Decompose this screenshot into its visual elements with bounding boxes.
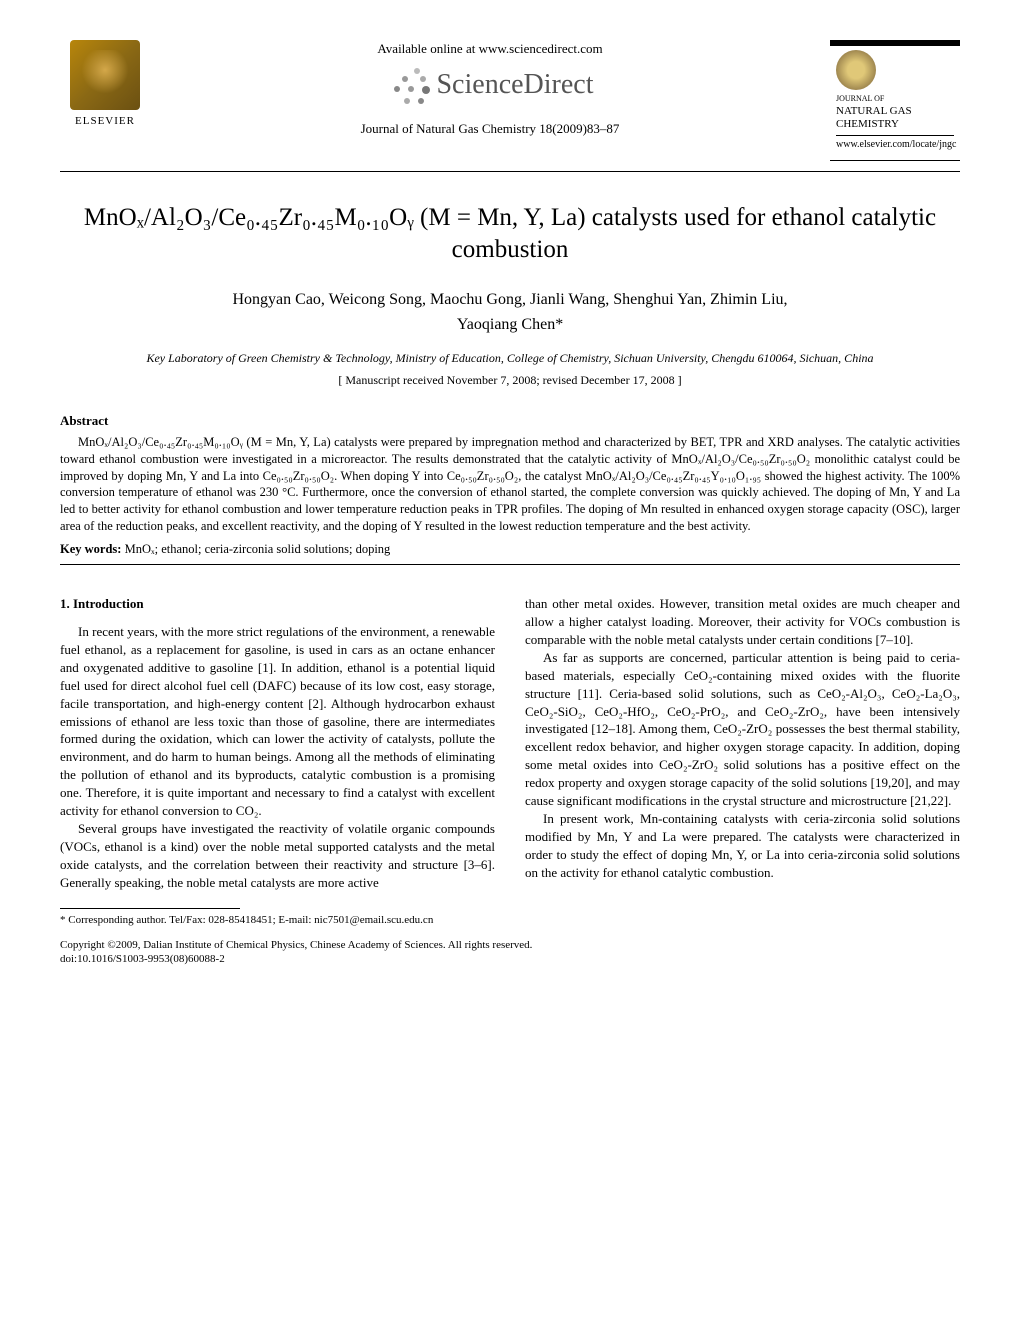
affiliation: Key Laboratory of Green Chemistry & Tech…	[60, 350, 960, 366]
authors-line2: Yaoqiang Chen*	[457, 316, 563, 333]
sciencedirect-name: ScienceDirect	[436, 66, 593, 104]
authors-line1: Hongyan Cao, Weicong Song, Maochu Gong, …	[232, 291, 787, 308]
abstract-rule	[60, 564, 960, 565]
column-left: 1. Introduction In recent years, with th…	[60, 595, 495, 892]
journal-citation: Journal of Natural Gas Chemistry 18(2009…	[170, 120, 810, 138]
page-header: ELSEVIER Available online at www.science…	[60, 40, 960, 161]
footnote-rule	[60, 908, 240, 909]
keywords-line: Key words: MnOₓ; ethanol; ceria-zirconia…	[60, 541, 960, 558]
section-1-heading: 1. Introduction	[60, 595, 495, 613]
journal-badge-url: www.elsevier.com/locate/jngc	[836, 135, 954, 152]
col2-para2: As far as supports are concerned, partic…	[525, 649, 960, 810]
col1-para2: Several groups have investigated the rea…	[60, 820, 495, 892]
author-list: Hongyan Cao, Weicong Song, Maochu Gong, …	[60, 287, 960, 338]
journal-badge-icon	[836, 50, 876, 90]
body-columns: 1. Introduction In recent years, with th…	[60, 595, 960, 892]
header-center: Available online at www.sciencedirect.co…	[150, 40, 830, 137]
copyright-doi: doi:10.1016/S1003-9953(08)60088-2	[60, 953, 225, 965]
copyright-line1: Copyright ©2009, Dalian Institute of Che…	[60, 939, 532, 951]
elsevier-logo: ELSEVIER	[60, 40, 150, 129]
corresponding-author-footnote: * Corresponding author. Tel/Fax: 028-854…	[60, 913, 960, 928]
column-right: than other metal oxides. However, transi…	[525, 595, 960, 892]
manuscript-dates: [ Manuscript received November 7, 2008; …	[60, 372, 960, 388]
copyright-block: Copyright ©2009, Dalian Institute of Che…	[60, 938, 960, 967]
abstract-heading: Abstract	[60, 412, 960, 430]
article-title: MnOₓ/Al₂O₃/Ce₀.₄₅Zr₀.₄₅M₀.₁₀Oᵧ (M = Mn, …	[60, 202, 960, 267]
sciencedirect-brand: ScienceDirect	[170, 64, 810, 106]
abstract-body: MnOₓ/Al₂O₃/Ce₀.₄₅Zr₀.₄₅M₀.₁₀Oᵧ (M = Mn, …	[60, 435, 960, 533]
journal-badge: JOURNAL OF NATURAL GAS CHEMISTRY www.els…	[830, 40, 960, 161]
col2-para1: than other metal oxides. However, transi…	[525, 595, 960, 649]
col1-para1: In recent years, with the more strict re…	[60, 623, 495, 820]
abstract-text: MnOₓ/Al₂O₃/Ce₀.₄₅Zr₀.₄₅M₀.₁₀Oᵧ (M = Mn, …	[60, 434, 960, 535]
keywords-label: Key words:	[60, 542, 121, 556]
keywords-text: MnOₓ; ethanol; ceria-zirconia solid solu…	[125, 542, 391, 556]
sciencedirect-dots-icon	[386, 64, 428, 106]
journal-badge-title: NATURAL GAS CHEMISTRY	[836, 105, 954, 131]
elsevier-label: ELSEVIER	[60, 114, 150, 129]
journal-badge-small: JOURNAL OF	[836, 94, 954, 105]
available-online-text: Available online at www.sciencedirect.co…	[170, 40, 810, 58]
header-rule	[60, 171, 960, 172]
col2-para3: In present work, Mn-containing catalysts…	[525, 810, 960, 882]
elsevier-tree-icon	[70, 40, 140, 110]
